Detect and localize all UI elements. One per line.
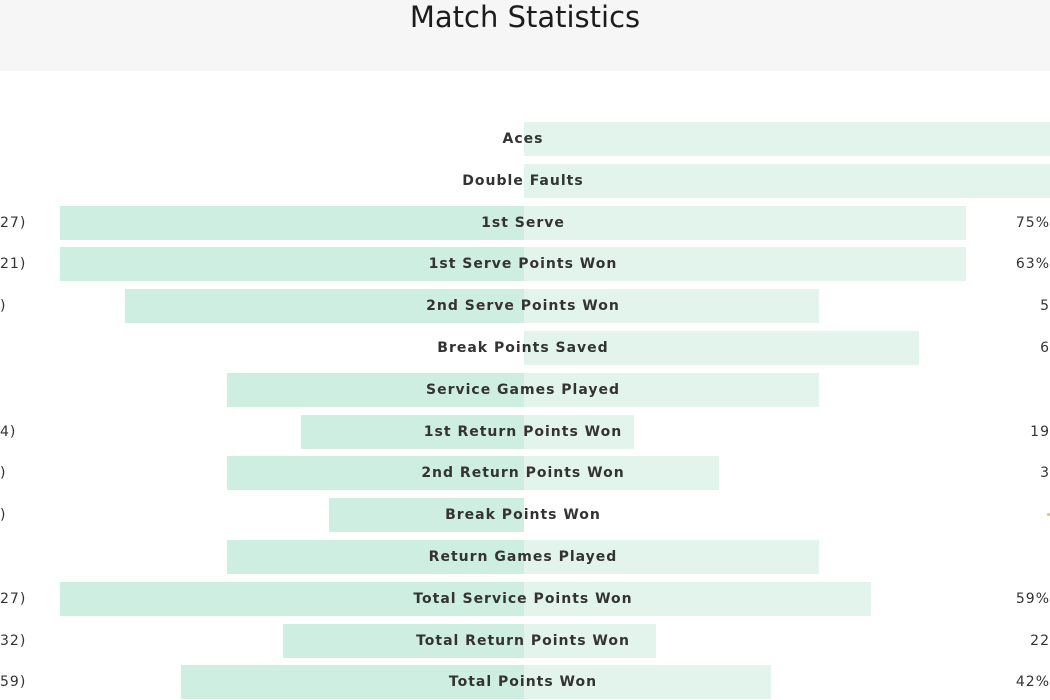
stat-label: Total Points Won — [448, 674, 598, 690]
right-player-bar — [524, 164, 1050, 198]
right-player-bar — [524, 373, 819, 407]
stat-row: 32) Total Return Points Won 22 — [0, 624, 1050, 658]
left-player-bar — [60, 247, 524, 281]
stat-label: Return Games Played — [428, 549, 618, 565]
stat-row: 27) 1st Serve 75% — [0, 206, 1050, 240]
right-player-bar — [524, 289, 819, 323]
right-player-bar — [524, 665, 771, 699]
stat-label: 2nd Serve Points Won — [426, 298, 620, 314]
right-player-value: 3 — [1040, 465, 1050, 481]
right-player-value: 63% — [1015, 256, 1050, 272]
stat-row: Aces — [0, 122, 1050, 156]
page-title: Match Statistics — [409, 0, 641, 34]
right-player-bar — [524, 624, 656, 658]
stat-label: Break Points Won — [445, 507, 601, 523]
left-player-bar — [227, 540, 524, 574]
stat-label: 1st Serve Points Won — [428, 256, 618, 272]
left-player-value: 32) — [0, 633, 27, 649]
left-player-value: 21) — [0, 256, 27, 272]
stat-row: 4) 1st Return Points Won 19 — [0, 415, 1050, 449]
right-player-bar — [524, 415, 634, 449]
stat-row: Break Points Saved 6 — [0, 331, 1050, 365]
left-player-bar — [227, 456, 524, 490]
right-player-bar — [524, 122, 1050, 156]
right-player-bar — [524, 540, 819, 574]
stat-label: Break Points Saved — [437, 340, 609, 356]
right-player-value: 59% — [1015, 591, 1050, 607]
right-player-bar — [524, 456, 719, 490]
stat-label: Service Games Played — [425, 382, 621, 398]
right-value-marker — [1047, 513, 1050, 516]
stat-label: Aces — [502, 131, 544, 147]
right-player-value: 22 — [1030, 633, 1050, 649]
left-player-value: 4) — [0, 424, 17, 440]
left-player-bar — [125, 289, 524, 323]
left-player-bar — [329, 498, 524, 532]
right-player-value: 5 — [1040, 298, 1050, 314]
right-player-bar — [524, 247, 966, 281]
right-player-value: 75% — [1015, 215, 1050, 231]
right-player-bar — [524, 582, 871, 616]
left-player-bar — [301, 415, 524, 449]
stat-label: Total Return Points Won — [416, 633, 630, 649]
right-player-value: 42% — [1015, 674, 1050, 690]
stat-label: 1st Serve — [481, 215, 565, 231]
stat-row: ) 2nd Return Points Won 3 — [0, 456, 1050, 490]
left-player-value: 59) — [0, 674, 27, 690]
left-player-bar — [60, 582, 524, 616]
stat-row: Double Faults — [0, 164, 1050, 198]
left-player-bar — [227, 373, 524, 407]
right-player-value: 6 — [1040, 340, 1050, 356]
right-player-bar — [524, 331, 919, 365]
stat-row: 27) Total Service Points Won 59% — [0, 582, 1050, 616]
left-player-bar — [181, 665, 524, 699]
left-player-value: 27) — [0, 215, 27, 231]
left-player-value: 27) — [0, 591, 27, 607]
stat-row: 59) Total Points Won 42% — [0, 665, 1050, 699]
header-bar: Match Statistics — [0, 0, 1050, 71]
stat-label: Total Service Points Won — [413, 591, 633, 607]
left-player-bar — [283, 624, 524, 658]
stat-label: Double Faults — [462, 173, 584, 189]
stat-row: Return Games Played — [0, 540, 1050, 574]
stat-row: Service Games Played — [0, 373, 1050, 407]
stat-row: ) Break Points Won — [0, 498, 1050, 532]
left-player-value: ) — [0, 298, 7, 314]
right-player-value: 19 — [1030, 424, 1050, 440]
right-player-bar — [524, 206, 966, 240]
left-player-bar — [60, 206, 524, 240]
stat-row: ) 2nd Serve Points Won 5 — [0, 289, 1050, 323]
left-player-value: ) — [0, 507, 7, 523]
stat-row: 21) 1st Serve Points Won 63% — [0, 247, 1050, 281]
stat-label: 1st Return Points Won — [423, 424, 623, 440]
stat-label: 2nd Return Points Won — [421, 465, 625, 481]
left-player-value: ) — [0, 465, 7, 481]
